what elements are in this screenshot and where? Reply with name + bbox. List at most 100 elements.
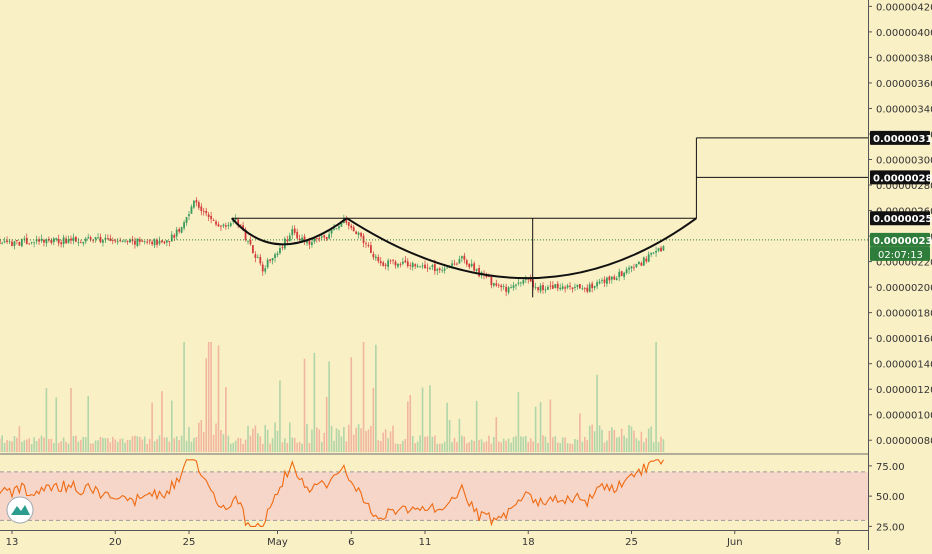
candle-body: [82, 241, 85, 244]
candle-body: [210, 216, 213, 220]
volume-bar: [534, 406, 537, 452]
volume-bar: [512, 437, 515, 452]
candle-body: [163, 241, 166, 244]
volume-bar: [43, 437, 45, 452]
volume-bar: [28, 438, 31, 452]
candle-body: [429, 268, 431, 270]
candle-body: [355, 231, 358, 234]
candle-body: [237, 219, 240, 225]
volume-bar: [588, 425, 591, 452]
candle-body: [178, 229, 181, 232]
tradingview-logo[interactable]: [6, 496, 34, 524]
candle-body: [596, 282, 598, 287]
volume-bar: [596, 374, 598, 452]
candle-body: [630, 266, 633, 269]
volume-bar: [478, 440, 480, 452]
volume-bar: [158, 435, 161, 452]
candle-body: [615, 278, 618, 280]
volume-bar: [75, 435, 77, 452]
candle-body: [387, 260, 390, 267]
candle-body: [301, 237, 303, 242]
handle-left-arc[interactable]: [231, 217, 348, 246]
candle-body: [660, 247, 662, 252]
candle-body: [620, 271, 623, 276]
volume-bar: [247, 425, 249, 452]
volume-bar: [431, 436, 434, 452]
volume-bar: [458, 418, 461, 452]
volume-bar: [456, 442, 458, 452]
candle-body: [389, 260, 392, 262]
candle-body: [453, 263, 456, 265]
volume-bar: [377, 440, 380, 452]
volume-bar: [490, 443, 493, 452]
volume-bar: [397, 443, 399, 452]
candle-body: [628, 267, 630, 270]
volume-bar: [136, 436, 139, 452]
candle-body: [158, 240, 161, 244]
candle-body: [18, 241, 21, 246]
volume-bar: [606, 440, 608, 452]
volume-bar: [269, 443, 271, 452]
volume-bar: [264, 424, 267, 452]
volume-bar: [655, 342, 657, 452]
volume-bar: [55, 397, 58, 452]
volume-bar: [173, 438, 176, 452]
volume-bar: [107, 438, 109, 452]
price-tag: [870, 232, 930, 247]
candle-body: [441, 270, 444, 272]
candle-body: [431, 265, 434, 268]
volume-bar: [222, 434, 225, 452]
volume-bar: [424, 436, 426, 452]
candle-body: [143, 241, 146, 242]
candle-body: [11, 241, 13, 246]
candle-body: [556, 283, 559, 289]
volume-bar: [392, 425, 394, 452]
price-tick-label: 0.00000120: [876, 385, 932, 396]
cup-arc[interactable]: [346, 217, 697, 280]
volume-bar: [188, 426, 190, 452]
volume-bar: [121, 438, 124, 452]
candle-body: [571, 287, 574, 290]
volume-bar: [23, 440, 26, 452]
candle-body: [468, 263, 471, 268]
volume-bar: [119, 438, 121, 452]
candle-body: [583, 288, 586, 290]
candle-body: [291, 229, 294, 236]
candle-body: [138, 239, 141, 242]
candle-body: [522, 280, 525, 284]
candle-body: [377, 257, 380, 262]
candle-body: [156, 239, 158, 245]
volume-bar: [591, 424, 593, 452]
volume-bar: [220, 430, 222, 452]
candle-body: [350, 225, 353, 228]
candle-body: [89, 237, 92, 240]
volume-bar: [286, 443, 289, 452]
volume-bar: [254, 425, 257, 452]
price-tag-label: 0.00000237: [873, 236, 932, 247]
price-tick-label: 0.00000100: [876, 411, 932, 422]
candle-body: [16, 240, 18, 242]
candle-body: [399, 264, 402, 265]
candle-body: [94, 237, 97, 240]
volume-bar: [70, 387, 72, 452]
volume-bar: [281, 442, 284, 452]
candle-body: [574, 286, 576, 288]
volume-bar: [234, 440, 237, 452]
volume-bar: [611, 427, 613, 452]
candle-body: [281, 246, 284, 248]
volume-bar: [488, 435, 490, 452]
volume-bar: [84, 437, 87, 452]
candle-body: [473, 263, 476, 271]
volume-bar: [360, 428, 362, 452]
candle-body: [566, 285, 569, 288]
price-scale-background[interactable]: [868, 0, 932, 550]
volume-bar: [156, 439, 158, 452]
volume-bar: [416, 441, 419, 452]
price-tick-label: 0.00000420: [876, 2, 932, 13]
volume-bar: [249, 435, 252, 452]
candle-body: [569, 285, 571, 287]
volume-bar: [227, 435, 230, 452]
candle-body: [370, 245, 372, 253]
